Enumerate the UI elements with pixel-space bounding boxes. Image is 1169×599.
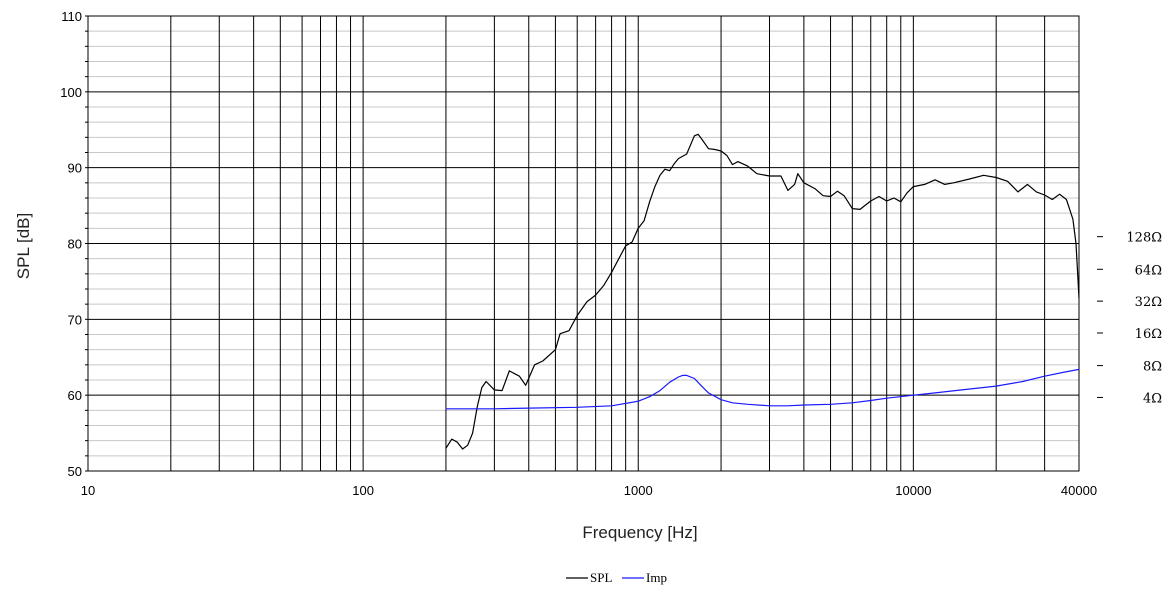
y-tick-label: 90 bbox=[68, 161, 82, 176]
impedance-tick-label: 128Ω bbox=[1126, 231, 1162, 246]
series-line-spl bbox=[445, 133, 1080, 450]
y-tick-label: 100 bbox=[60, 85, 82, 100]
impedance-axis-ticks: 4Ω 8Ω 16Ω 32Ω 64Ω 128Ω bbox=[1097, 231, 1162, 406]
series-layer bbox=[445, 133, 1080, 450]
grid bbox=[85, 15, 1079, 472]
y-tick-label: 70 bbox=[68, 312, 82, 327]
y-axis-ticks: 50 60 70 80 90 100 110 bbox=[60, 9, 82, 479]
impedance-tick-label: 32Ω bbox=[1135, 295, 1162, 310]
impedance-tick-label: 16Ω bbox=[1135, 327, 1162, 342]
x-tick-label: 10 bbox=[81, 483, 95, 498]
legend: SPL Imp bbox=[566, 570, 667, 585]
series-line-imp bbox=[445, 368, 1080, 410]
x-axis-label: Frequency [Hz] bbox=[582, 523, 697, 542]
x-tick-label: 100 bbox=[352, 483, 374, 498]
x-tick-label: 1000 bbox=[624, 483, 653, 498]
plot-frame bbox=[87, 15, 1080, 472]
impedance-tick-label: 8Ω bbox=[1143, 360, 1162, 375]
impedance-tick-label: 64Ω bbox=[1135, 263, 1162, 278]
y-tick-label: 60 bbox=[68, 388, 82, 403]
x-tick-label: 10000 bbox=[895, 483, 931, 498]
legend-entry-spl: SPL bbox=[590, 570, 612, 585]
impedance-tick-label: 4Ω bbox=[1143, 391, 1162, 406]
x-tick-label: 40000 bbox=[1061, 483, 1097, 498]
y-tick-label: 80 bbox=[68, 237, 82, 252]
x-axis-ticks: 10 100 1000 10000 40000 bbox=[81, 483, 1097, 498]
y-axis-label: SPL [dB] bbox=[14, 213, 33, 279]
y-tick-label: 50 bbox=[68, 464, 82, 479]
y-tick-label: 110 bbox=[61, 9, 82, 24]
legend-entry-imp: Imp bbox=[646, 570, 667, 585]
